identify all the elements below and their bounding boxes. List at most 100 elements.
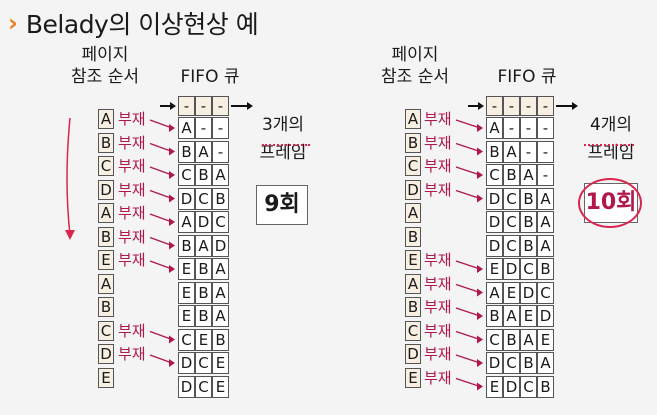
page-fault-label: 부재 xyxy=(424,110,452,128)
fault-arrow xyxy=(455,307,481,317)
frame-cell: B xyxy=(178,234,195,257)
frame-cell: A xyxy=(212,281,229,304)
fault-arrowhead xyxy=(477,312,483,320)
reference-cell: A xyxy=(405,109,421,129)
page-fault-label: 부재 xyxy=(118,251,146,269)
reference-cell: D xyxy=(98,179,114,200)
frame-cell: D xyxy=(537,305,554,327)
frame-cell: A xyxy=(212,305,229,327)
fault-arrow xyxy=(149,236,173,247)
frame-cell: A xyxy=(503,140,520,163)
frame-cell: C xyxy=(503,234,520,257)
fault-arrow xyxy=(149,142,173,153)
page-fault-label: 부재 xyxy=(118,157,146,175)
fault-arrowhead xyxy=(169,171,175,179)
page-title: › Belady의 이상현상 예 xyxy=(8,6,259,40)
frame-cell: - xyxy=(537,164,554,186)
page-fault-label: 부재 xyxy=(424,274,452,293)
frame-cell: A xyxy=(212,258,229,280)
frame-cell: A xyxy=(537,211,554,233)
fault-arrowhead xyxy=(477,265,483,273)
frame-cell: A xyxy=(520,164,537,186)
reference-order-arrowhead xyxy=(65,230,75,240)
frame-cell: D xyxy=(212,234,229,257)
frame-cell: C xyxy=(486,164,503,186)
frame-cell: - xyxy=(520,117,537,139)
reference-cell: B xyxy=(98,132,114,153)
reference-cell: D xyxy=(98,344,114,364)
frame-cell: C xyxy=(537,281,554,304)
frame-cell: - xyxy=(537,140,554,163)
frame-cell: E xyxy=(178,258,195,280)
fault-arrow xyxy=(149,119,173,129)
fault-arrow xyxy=(455,119,481,129)
frame-cell: C xyxy=(503,187,520,210)
frame-cell: B xyxy=(486,140,503,163)
frame-cell: - xyxy=(503,117,520,139)
frame-cell: C xyxy=(503,211,520,233)
fault-arrow xyxy=(455,189,481,200)
fault-arrowhead xyxy=(169,124,175,132)
reference-cell: A xyxy=(405,203,421,223)
frame-cell: B xyxy=(503,164,520,186)
reference-cell: A xyxy=(405,273,421,294)
frame-cell: - xyxy=(486,96,503,116)
frame-cell: D xyxy=(486,211,503,233)
title-text: Belady의 이상현상 예 xyxy=(25,10,259,39)
frame-cell: - xyxy=(212,96,229,116)
frame-cell: A xyxy=(537,187,554,210)
frame-cell: - xyxy=(178,96,195,116)
frame-cell: E xyxy=(178,281,195,304)
frame-cell: B xyxy=(195,164,212,186)
arrowhead xyxy=(247,102,253,110)
frame-cell: E xyxy=(212,352,229,374)
count-highlight-circle xyxy=(578,178,642,228)
frame-cell: - xyxy=(537,96,554,116)
frame-cell: B xyxy=(212,328,229,351)
fault-arrowhead xyxy=(169,194,175,203)
fault-arrow xyxy=(149,354,173,364)
fault-arrowhead xyxy=(169,265,175,273)
frame-cell: D xyxy=(486,352,503,374)
right-fifo-label: FIFO 큐 xyxy=(497,67,557,87)
fault-arrowhead xyxy=(169,241,175,250)
fault-arrowhead xyxy=(477,171,483,179)
frame-cell: A xyxy=(178,117,195,139)
fault-arrow xyxy=(149,213,173,223)
fault-arrowhead xyxy=(477,147,483,156)
frame-cell: E xyxy=(503,281,520,304)
frame-cell: D xyxy=(195,211,212,233)
frame-cell: E xyxy=(212,375,229,398)
page-fault-label: 부재 xyxy=(118,345,146,363)
fault-arrow xyxy=(455,166,481,176)
left-fault-count: 9회 xyxy=(256,185,308,225)
reference-cell: E xyxy=(98,250,114,270)
page-fault-label: 부재 xyxy=(424,345,452,363)
frame-cell: A xyxy=(212,164,229,186)
page-fault-label: 부재 xyxy=(424,157,452,175)
arrowhead xyxy=(170,102,176,110)
page-fault-label: 부재 xyxy=(424,180,452,199)
reference-cell: B xyxy=(405,132,421,153)
frame-cell: C xyxy=(503,352,520,374)
reference-cell: A xyxy=(98,109,114,129)
frame-cell: A xyxy=(537,234,554,257)
fault-arrowhead xyxy=(477,124,483,132)
reference-cell: B xyxy=(98,226,114,247)
chevron-right-icon: › xyxy=(8,9,18,37)
reference-cell: C xyxy=(405,156,421,176)
fault-arrowhead xyxy=(477,359,483,367)
reference-cell: E xyxy=(98,367,114,388)
frame-cell: A xyxy=(486,117,503,139)
page-fault-label: 부재 xyxy=(424,133,452,152)
frame-cell: - xyxy=(212,140,229,163)
frame-cell: E xyxy=(195,328,212,351)
frame-cell: E xyxy=(486,375,503,398)
frame-cell: A xyxy=(195,234,212,257)
arrowhead xyxy=(478,102,484,110)
page-fault-label: 부재 xyxy=(118,321,146,340)
fault-arrowhead xyxy=(169,147,175,156)
fault-arrow xyxy=(149,330,173,341)
frame-cell: A xyxy=(537,352,554,374)
fault-arrowhead xyxy=(477,288,483,297)
